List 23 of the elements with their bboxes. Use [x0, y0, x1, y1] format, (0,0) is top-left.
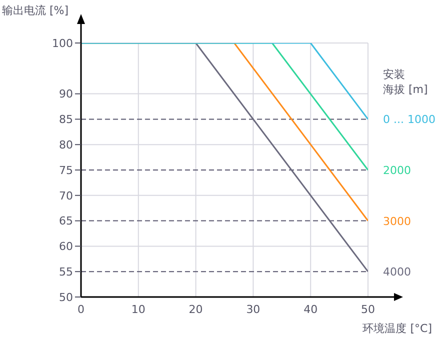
y-tick-label: 70 [59, 189, 73, 202]
series-label: 4000 [383, 266, 411, 279]
y-tick-label: 65 [59, 214, 73, 228]
x-tick-label: 0 [78, 302, 84, 316]
x-tick-label: 40 [304, 302, 318, 316]
x-tick-label: 30 [246, 302, 260, 316]
x-tick-label: 20 [188, 302, 203, 316]
series-label: 0 ... 1000 [383, 113, 436, 126]
x-tick-label: 50 [361, 302, 375, 316]
y-tick-label: 85 [59, 113, 73, 126]
legend-title: 安装海拔 [m] [383, 68, 428, 96]
y-tick-label: 100 [52, 36, 73, 50]
x-axis-title: 环境温度 [°C] [362, 322, 432, 335]
y-tick-label: 75 [59, 164, 73, 177]
series-label: 3000 [383, 214, 411, 228]
y-tick-label: 90 [59, 88, 73, 101]
y-axis-title: 输出电流 [%] [2, 4, 69, 17]
y-tick-label: 60 [59, 240, 73, 254]
y-tick-label: 55 [59, 266, 73, 279]
x-tick-label: 10 [131, 302, 146, 316]
y-tick-label: 50 [59, 290, 73, 304]
series-label: 2000 [383, 164, 411, 177]
y-tick-label: 80 [59, 138, 73, 152]
